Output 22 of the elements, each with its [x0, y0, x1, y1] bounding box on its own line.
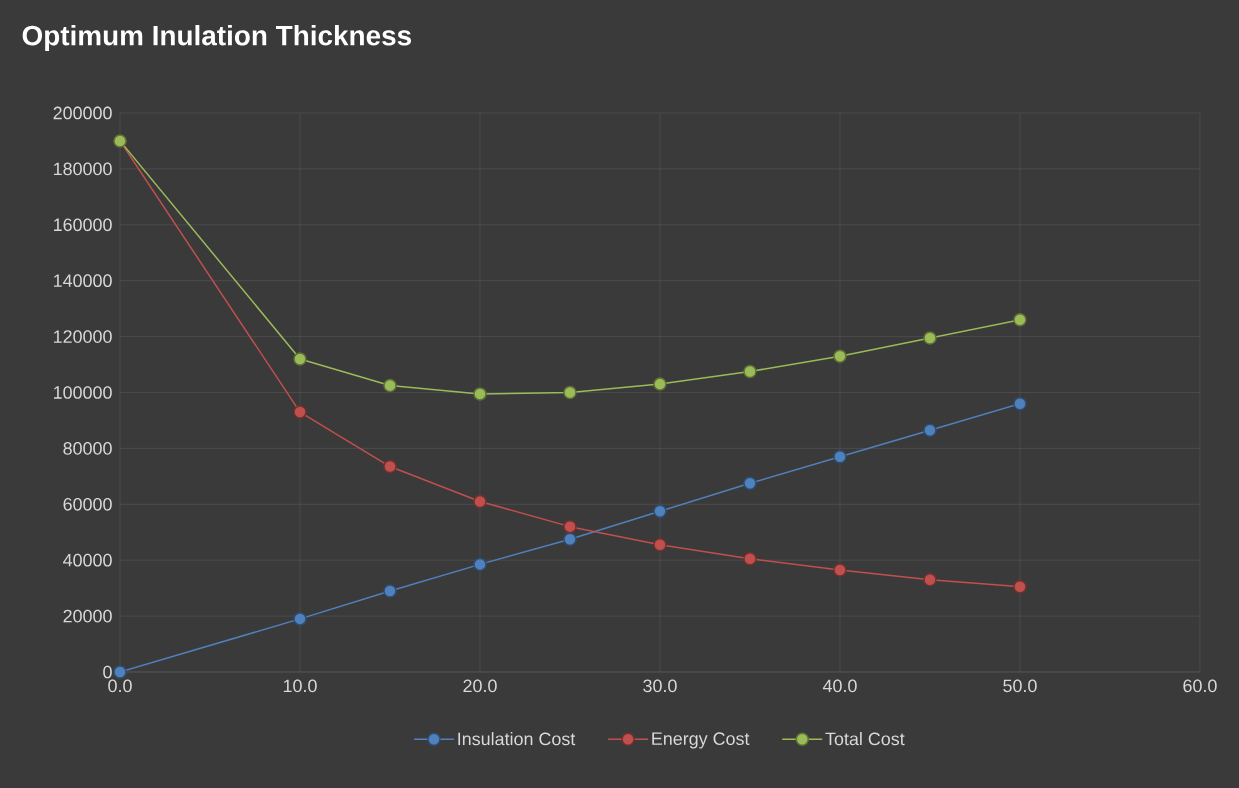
y-tick-label: 120000	[54, 330, 112, 343]
y-tick-label: 60000	[63, 497, 112, 511]
x-tick-label: 20.0	[463, 679, 497, 693]
y-tick-label: 0	[103, 665, 112, 679]
legend-label: Energy Cost	[652, 732, 750, 749]
y-tick-label: 200000	[53, 106, 112, 120]
x-tick-label: 30.0	[643, 679, 677, 693]
chart-title: Optimum Inulation Thickness	[22, 25, 411, 51]
y-tick-label: 100000	[54, 386, 112, 399]
x-tick-label: 0.0	[108, 679, 132, 693]
x-tick-label: 40.0	[822, 679, 857, 693]
y-tick-label: 180000	[54, 162, 112, 176]
y-tick-label: 80000	[63, 442, 112, 455]
y-tick-label: 20000	[63, 609, 112, 623]
legend-label: Insulation Cost	[458, 732, 576, 746]
y-tick-label: 140000	[54, 274, 112, 288]
y-tick-label: 160000	[54, 218, 112, 232]
legend-label: Total Cost	[825, 732, 905, 746]
x-tick-label: 10.0	[283, 679, 317, 693]
x-tick-label: 60.0	[1183, 679, 1217, 693]
y-tick-label: 40000	[63, 553, 112, 567]
x-tick-label: 50.0	[1003, 679, 1037, 693]
